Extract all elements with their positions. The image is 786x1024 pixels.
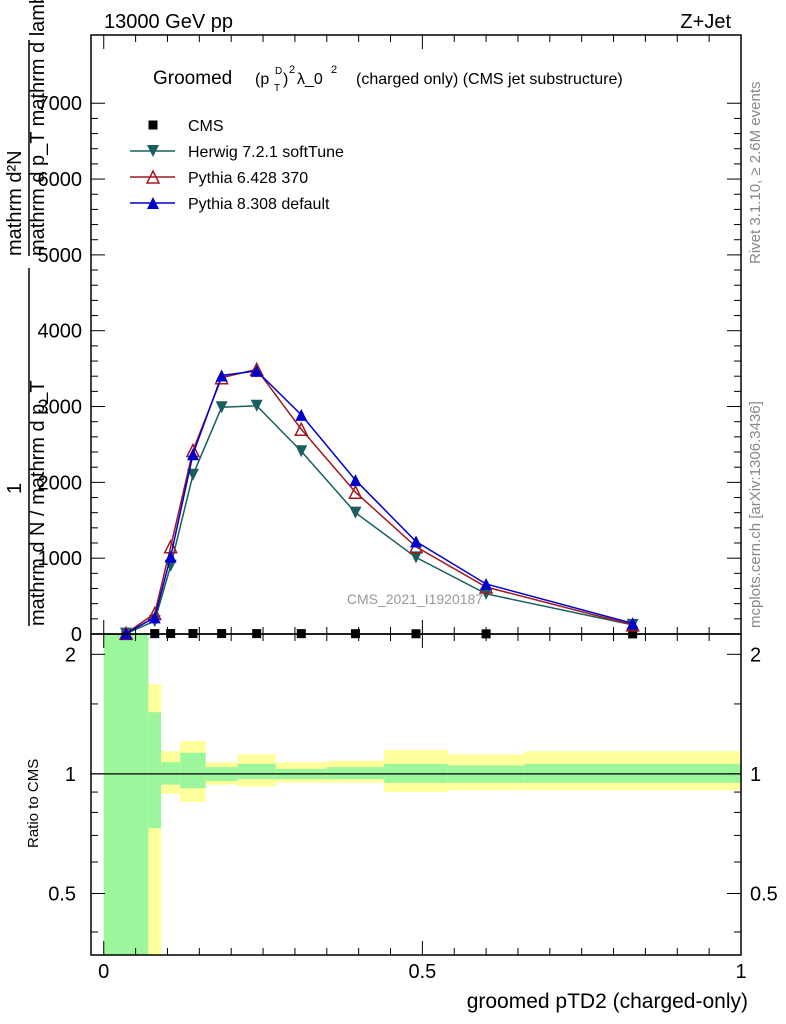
ratio-xtick-label-1: 0.5 <box>408 961 436 983</box>
series-3-point-9 <box>480 577 493 590</box>
legend-label-0: CMS <box>188 118 224 135</box>
series-3-point-1 <box>148 611 161 624</box>
mcplots-label: mcplots.cern.ch [arXiv:1306.3436] <box>747 401 764 628</box>
series-3-point-3 <box>186 448 199 461</box>
ratio-stat-band-7 <box>326 767 385 780</box>
legend-marker-2 <box>145 169 161 184</box>
series-1-point-8 <box>410 551 422 564</box>
series-3-point-8 <box>410 535 422 548</box>
ratio-ytick-label-right-2: 2 <box>750 644 761 666</box>
series-1-point-2 <box>164 559 177 572</box>
svg-text:2: 2 <box>289 64 295 76</box>
series-1-point-5 <box>250 399 263 412</box>
svg-text:2: 2 <box>331 64 337 76</box>
main-ytick-label-3: 3000 <box>38 397 83 419</box>
legend-marker-1 <box>147 145 159 157</box>
legend-marker-3 <box>147 197 159 209</box>
rivet-label: Rivet 3.1.10, ≥ 2.6M events <box>747 82 764 265</box>
ratio-ytick-label-right-0: 0.5 <box>750 883 778 905</box>
ratio-xtick-label-0: 0 <box>98 961 109 983</box>
ratio-stat-band-0 <box>103 634 149 955</box>
y-label-top: mathrm d²N <box>4 150 26 256</box>
series-1-point-6 <box>295 445 308 458</box>
chart-title: (charged only) (CMS jet substructure) <box>356 71 623 88</box>
series-2-point-6 <box>294 421 309 437</box>
main-ytick-label-0: 0 <box>71 624 82 646</box>
series-1-point-3 <box>186 468 199 481</box>
series-3-point-10 <box>626 617 639 630</box>
series-1-point-7 <box>349 506 362 519</box>
ratio-stat-band-1 <box>148 712 162 829</box>
main-ytick-label-2: 2000 <box>38 472 83 494</box>
ratio-xtick-label-2: 1 <box>735 961 746 983</box>
main-ytick-label-1: 1000 <box>38 548 83 570</box>
main-ytick-label-6: 6000 <box>38 169 83 191</box>
legend-label-2: Pythia 6.428 370 <box>188 170 308 187</box>
header-left: 13000 GeV pp <box>104 11 233 33</box>
y-label-prefactor-top: 1 <box>4 483 26 494</box>
series-3-point-6 <box>295 408 308 421</box>
ratio-ytick-label-left-1: 1 <box>65 764 76 786</box>
ratio-ytick-label-left-0: 0.5 <box>48 883 76 905</box>
series-1-point-9 <box>480 587 493 600</box>
svg-text:): ) <box>283 71 288 88</box>
series-3-point-2 <box>164 550 177 563</box>
series-3-point-5 <box>250 364 263 377</box>
legend-marker-0 <box>148 120 158 130</box>
ratio-stat-band-3 <box>180 752 206 789</box>
ratio-plot-frame <box>90 633 742 956</box>
ratio-y-label: Ratio to CMS <box>25 759 42 848</box>
svg-text:(p: (p <box>255 71 269 88</box>
svg-text:D: D <box>275 66 282 77</box>
analysis-watermark: CMS_2021_I1920187 <box>347 591 483 607</box>
svg-text:T: T <box>274 83 280 94</box>
ratio-stat-band-5 <box>237 763 276 780</box>
x-axis-label: groomed pTD2 (charged-only) <box>467 990 748 1013</box>
svg-text:λ_0: λ_0 <box>297 71 323 88</box>
series-1-point-4 <box>215 401 228 414</box>
series-2-point-7 <box>348 484 363 499</box>
series-3-point-4 <box>215 369 228 382</box>
ratio-plot-area <box>91 634 741 955</box>
ratio-ytick-label-left-2: 2 <box>65 644 76 666</box>
y-label-bottom: mathrm d p_T mathrm d lambda <box>27 0 49 256</box>
legend-label-3: Pythia 8.308 default <box>188 196 330 213</box>
legend-label-1: Herwig 7.2.1 softTune <box>188 144 344 161</box>
series-3-point-7 <box>349 474 362 487</box>
title-formula: (p T D ) 2 λ_0 2 <box>255 64 337 94</box>
title-prefix: Groomed <box>153 68 232 89</box>
ratio-ytick-label-right-1: 1 <box>750 764 761 786</box>
legend: CMS Herwig 7.2.1 softTune Pythia 6.428 370… <box>130 118 344 213</box>
main-ytick-label-7: 7000 <box>38 93 83 115</box>
main-ytick-label-5: 5000 <box>38 245 83 267</box>
main-ytick-label-4: 4000 <box>38 321 83 343</box>
header-right: Z+Jet <box>680 11 731 33</box>
y-label-prefactor-bottom: mathrm d N / mathrm d p_T <box>27 380 49 626</box>
